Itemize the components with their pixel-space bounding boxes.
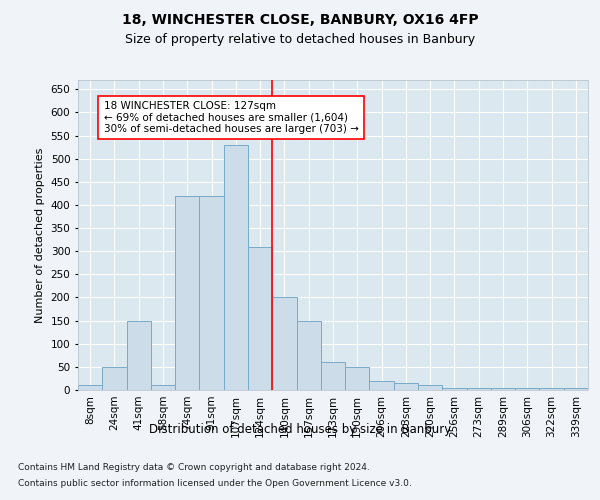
Text: Size of property relative to detached houses in Banbury: Size of property relative to detached ho… [125,32,475,46]
Bar [224,145,248,390]
Bar [151,386,175,390]
Text: Distribution of detached houses by size in Banbury: Distribution of detached houses by size … [149,422,451,436]
Bar [321,362,345,390]
Bar [127,320,151,390]
Bar [564,388,588,390]
Text: 18, WINCHESTER CLOSE, BANBURY, OX16 4FP: 18, WINCHESTER CLOSE, BANBURY, OX16 4FP [122,12,478,26]
Text: Contains public sector information licensed under the Open Government Licence v3: Contains public sector information licen… [18,479,412,488]
Text: 18 WINCHESTER CLOSE: 127sqm
← 69% of detached houses are smaller (1,604)
30% of : 18 WINCHESTER CLOSE: 127sqm ← 69% of det… [104,101,358,134]
Bar [345,367,370,390]
Bar [467,388,491,390]
Text: Contains HM Land Registry data © Crown copyright and database right 2024.: Contains HM Land Registry data © Crown c… [18,462,370,471]
Bar [78,386,102,390]
Bar [418,386,442,390]
Bar [491,388,515,390]
Bar [394,383,418,390]
Bar [515,388,539,390]
Bar [272,298,296,390]
Bar [175,196,199,390]
Bar [442,388,467,390]
Bar [296,320,321,390]
Bar [370,380,394,390]
Y-axis label: Number of detached properties: Number of detached properties [35,148,45,322]
Bar [248,246,272,390]
Bar [539,388,564,390]
Bar [102,367,127,390]
Bar [199,196,224,390]
